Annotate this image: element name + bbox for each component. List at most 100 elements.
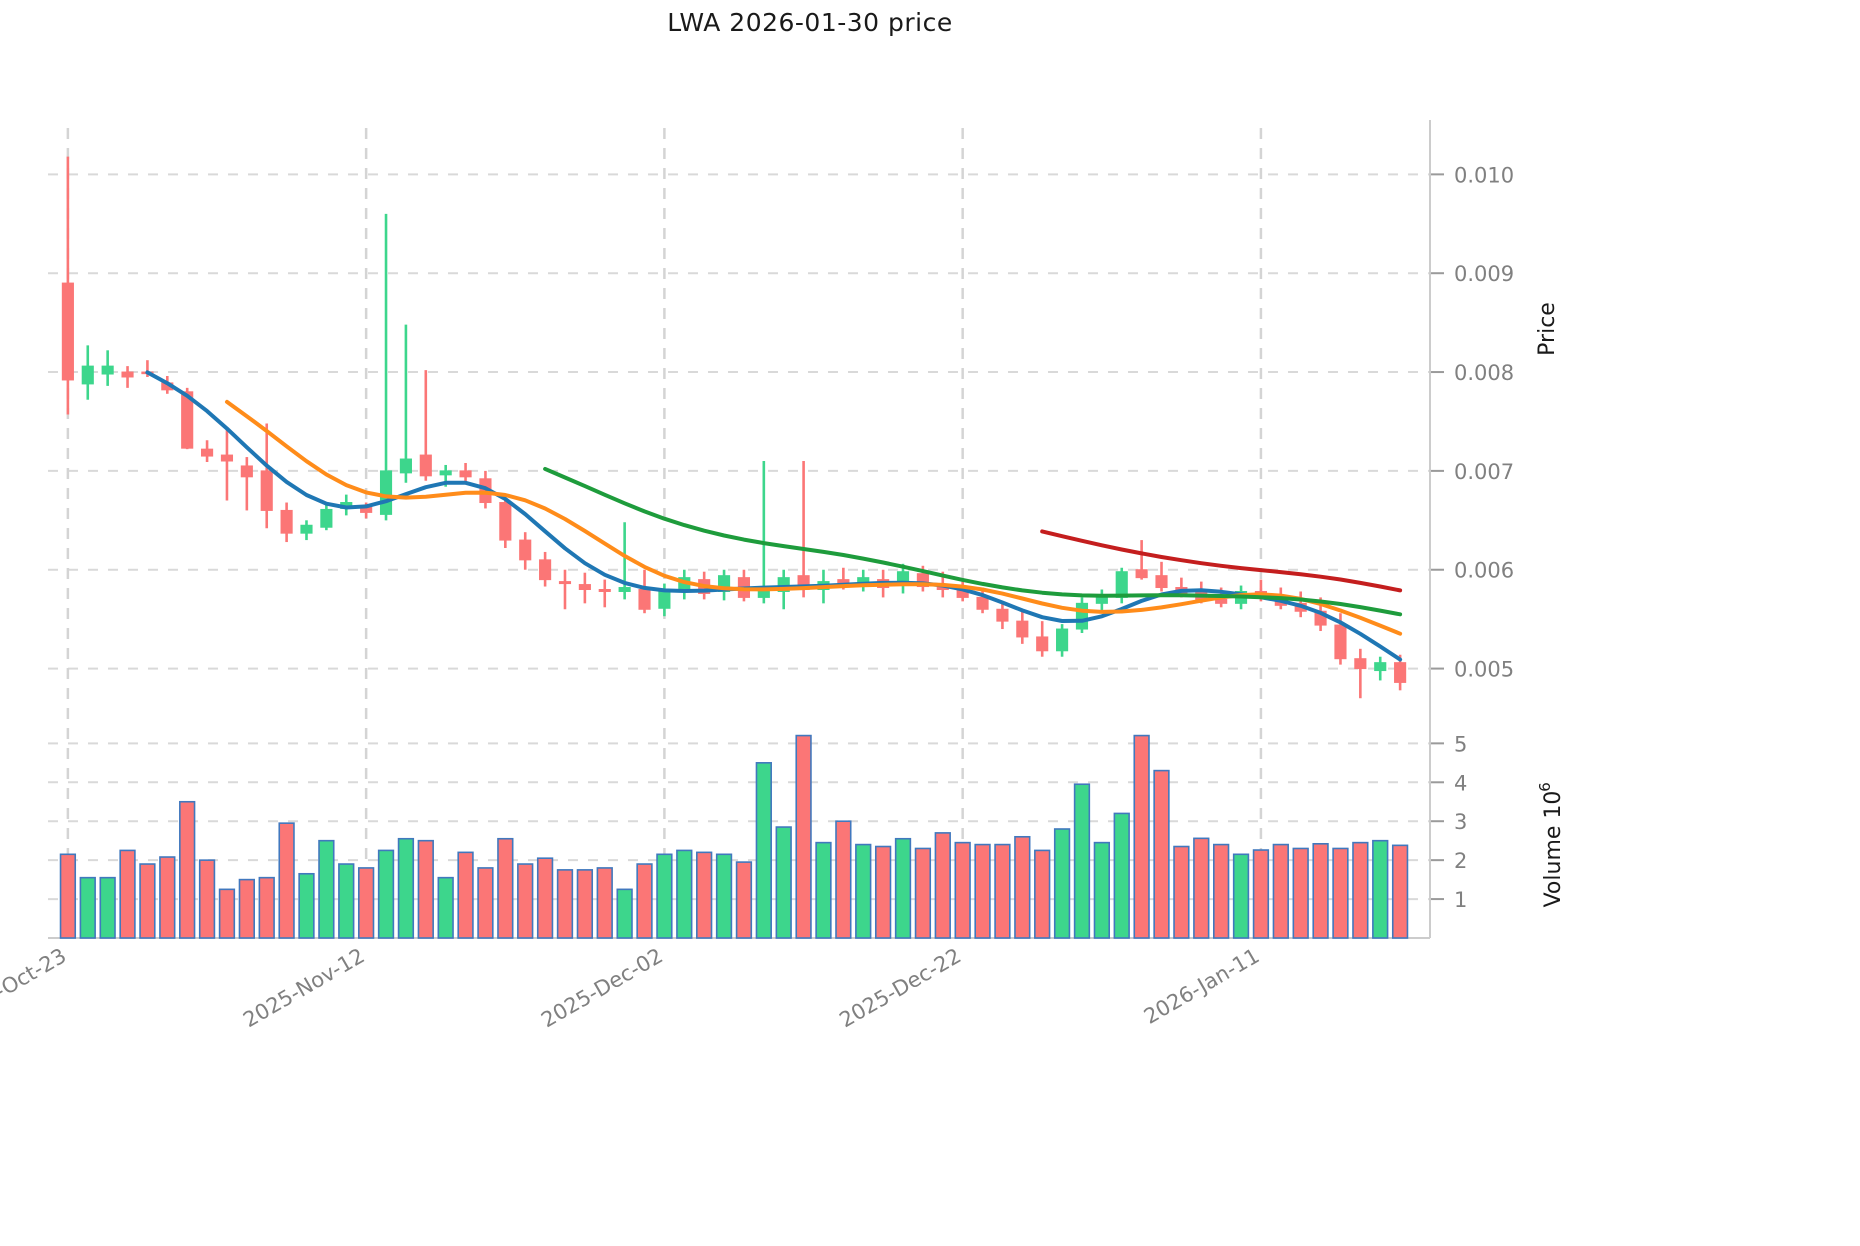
candle-body — [379, 470, 393, 515]
candlestick — [240, 457, 253, 511]
candlestick — [1155, 561, 1168, 592]
moving-average-line-ma-xlong — [1040, 529, 1403, 593]
candlestick — [379, 213, 393, 521]
candle-body — [1374, 662, 1387, 672]
candle-body — [399, 458, 412, 474]
volume-tick-label: 2 — [1454, 849, 1467, 873]
candle-body — [558, 581, 572, 585]
date-tick-label: 2025-Dec-22 — [835, 944, 965, 1033]
volume-bar — [636, 863, 653, 939]
volume-bar — [1173, 845, 1190, 939]
volume-bar — [179, 800, 196, 939]
candle-body — [280, 509, 293, 534]
candlestick — [280, 502, 293, 543]
candle-body — [81, 365, 94, 385]
volume-bar — [357, 867, 375, 939]
volume-bar — [338, 863, 355, 939]
volume-bar — [1193, 837, 1210, 939]
volume-bar — [238, 878, 255, 939]
volume-bar — [576, 869, 594, 939]
volume-bar — [616, 888, 633, 939]
candle-body — [598, 589, 611, 592]
volume-bar — [1232, 853, 1250, 939]
candle-body — [61, 282, 74, 381]
candlestick — [717, 569, 731, 601]
volume-bar — [1034, 849, 1051, 939]
candlestick — [976, 587, 989, 614]
volume-bar — [1332, 847, 1349, 939]
candle-body — [1354, 658, 1367, 670]
date-tick-label: 2025-Nov-12 — [239, 944, 369, 1033]
volume-bar — [397, 837, 415, 939]
candle-body — [777, 577, 790, 592]
candlestick — [101, 350, 114, 386]
candlestick — [220, 427, 234, 501]
candlestick — [1016, 611, 1029, 644]
candle-body — [996, 608, 1009, 622]
candle-body — [260, 470, 273, 511]
volume-bar — [139, 863, 156, 939]
volume-bar — [198, 859, 216, 939]
candlestick — [1354, 648, 1367, 699]
volume-bar — [497, 837, 514, 939]
volume-bar — [59, 853, 77, 939]
volume-bar — [795, 734, 812, 939]
candlestick — [499, 497, 512, 548]
volume-axis-title-group: Volume 106 — [1536, 782, 1566, 907]
candle-body — [658, 590, 671, 609]
candle-body — [181, 391, 194, 449]
volume-bar — [159, 856, 176, 939]
candlestick — [996, 601, 1009, 630]
volume-bar — [894, 837, 912, 939]
candlestick — [519, 532, 532, 570]
volume-bar — [437, 876, 454, 939]
volume-bar — [1292, 847, 1309, 939]
price-tick-label: 0.009 — [1454, 262, 1514, 286]
date-tick-group: 2026-Jan-11 — [1140, 944, 1264, 1029]
candle-body — [459, 470, 472, 478]
volume-bar — [855, 843, 872, 939]
volume-axis-exponent: 6 — [1536, 782, 1554, 792]
date-tick-group: 2025-Nov-12 — [239, 944, 369, 1033]
date-tick-group: 2025-Dec-02 — [537, 944, 667, 1033]
candle-body — [1095, 596, 1108, 604]
price-tick-label: 0.005 — [1454, 658, 1514, 682]
candle-body — [916, 573, 929, 588]
candle-body — [578, 584, 591, 591]
candlestick — [61, 156, 74, 415]
volume-bar — [676, 849, 693, 939]
price-tick-label: 0.007 — [1454, 460, 1514, 484]
candle-body — [757, 590, 770, 598]
volume-bar — [715, 853, 733, 939]
volume-bar — [258, 876, 275, 939]
candle-body — [1334, 624, 1347, 660]
candle-body — [419, 454, 432, 477]
candlestick — [201, 440, 214, 462]
volume-bar — [417, 839, 434, 939]
moving-average-line-ma-long — [543, 466, 1403, 617]
candlestick — [638, 569, 651, 614]
candle-body — [201, 448, 214, 457]
candlestick — [419, 370, 432, 481]
candlestick — [81, 345, 94, 400]
candlestick — [558, 569, 572, 610]
volume-bar — [835, 820, 852, 939]
volume-bar — [318, 839, 335, 939]
price-tick-label: 0.010 — [1454, 163, 1514, 187]
volume-axis-title: Volume 10 — [1541, 791, 1566, 908]
volume-bar — [1113, 812, 1130, 939]
volume-bar — [656, 853, 673, 939]
volume-bar — [1014, 835, 1031, 939]
candle-body — [320, 508, 333, 528]
candlestick — [121, 366, 134, 388]
volume-bar — [815, 841, 832, 939]
candle-body — [976, 596, 989, 610]
candle-body — [1155, 575, 1168, 589]
volume-tick-label: 4 — [1454, 771, 1467, 795]
volume-bar — [119, 849, 136, 939]
moving-average-line-ma-short — [145, 370, 1403, 662]
candle-body — [1135, 569, 1148, 579]
candle-body — [1075, 602, 1089, 630]
volume-bar — [994, 843, 1011, 939]
